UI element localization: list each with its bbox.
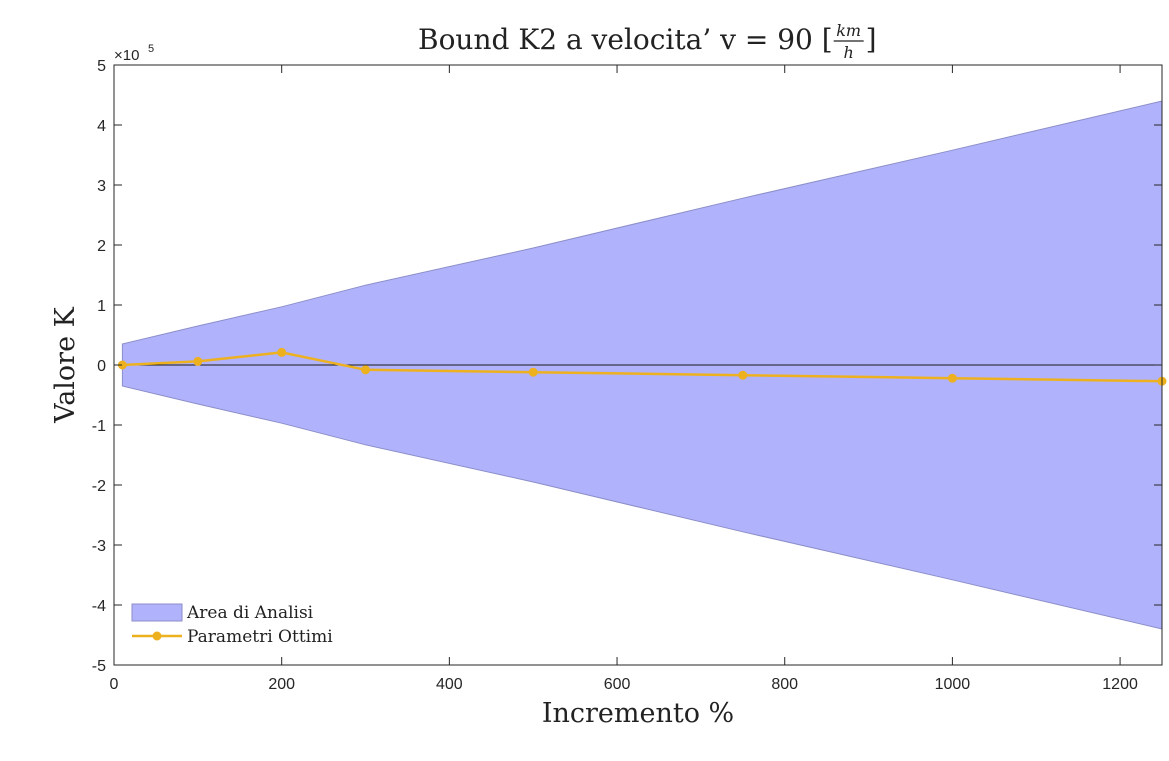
y-tick-label: -2 xyxy=(92,478,106,495)
y-exponent-power: 5 xyxy=(148,43,154,55)
legend-swatch-marker xyxy=(152,631,162,641)
legend-swatch-area xyxy=(131,603,183,622)
y-tick-label: -1 xyxy=(92,418,106,435)
chart-title-suffix: ] xyxy=(866,23,877,56)
y-tick-label: 5 xyxy=(97,58,106,75)
data-point xyxy=(193,356,203,366)
y-axis-label: Valore K xyxy=(50,306,81,423)
y-tick-label: -4 xyxy=(92,598,106,615)
y-exponent-base: ×10 xyxy=(114,47,139,64)
data-point xyxy=(947,373,957,383)
x-tick-label: 600 xyxy=(604,676,631,693)
legend-label-series: Parametri Ottimi xyxy=(187,627,333,647)
x-tick-label: 0 xyxy=(110,676,119,693)
y-tick-label: 4 xyxy=(97,118,106,135)
legend: Area di Analisi Parametri Ottimi xyxy=(131,603,333,647)
data-point xyxy=(361,365,371,375)
y-tick-label: -3 xyxy=(92,538,106,555)
x-tick-label: 200 xyxy=(268,676,295,693)
chart-title-fraction-denominator: h xyxy=(844,43,854,62)
chart-title-fraction-numerator: km xyxy=(836,21,861,40)
x-tick-label: 800 xyxy=(771,676,798,693)
x-axis-label: Incremento % xyxy=(542,698,734,729)
y-tick-label: -5 xyxy=(92,658,106,675)
data-point xyxy=(528,367,538,377)
x-tick-label: 1200 xyxy=(1102,676,1138,693)
data-point xyxy=(277,347,287,357)
chart-title: Bound K2 a velocita’ v = 90 [ km h ] xyxy=(418,21,877,62)
y-tick-label: 2 xyxy=(97,238,106,255)
y-tick-label: 0 xyxy=(97,358,106,375)
legend-label-area: Area di Analisi xyxy=(186,603,314,623)
chart-title-text: Bound K2 a velocita’ v = 90 [ xyxy=(418,23,833,56)
data-point xyxy=(738,370,748,380)
y-exponent-label: ×10 5 xyxy=(114,43,154,64)
data-point xyxy=(117,360,127,370)
x-tick-label: 1000 xyxy=(935,676,971,693)
plot-area: 0 200 400 600 800 1000 1200 -5 -4 -3 -2 -1 0 1 2 3 4 5 xyxy=(92,58,1167,693)
series-line-0 xyxy=(122,351,1163,383)
y-tick-label: 3 xyxy=(97,178,106,195)
y-tick-label: 1 xyxy=(97,298,106,315)
x-tick-label: 400 xyxy=(436,676,463,693)
